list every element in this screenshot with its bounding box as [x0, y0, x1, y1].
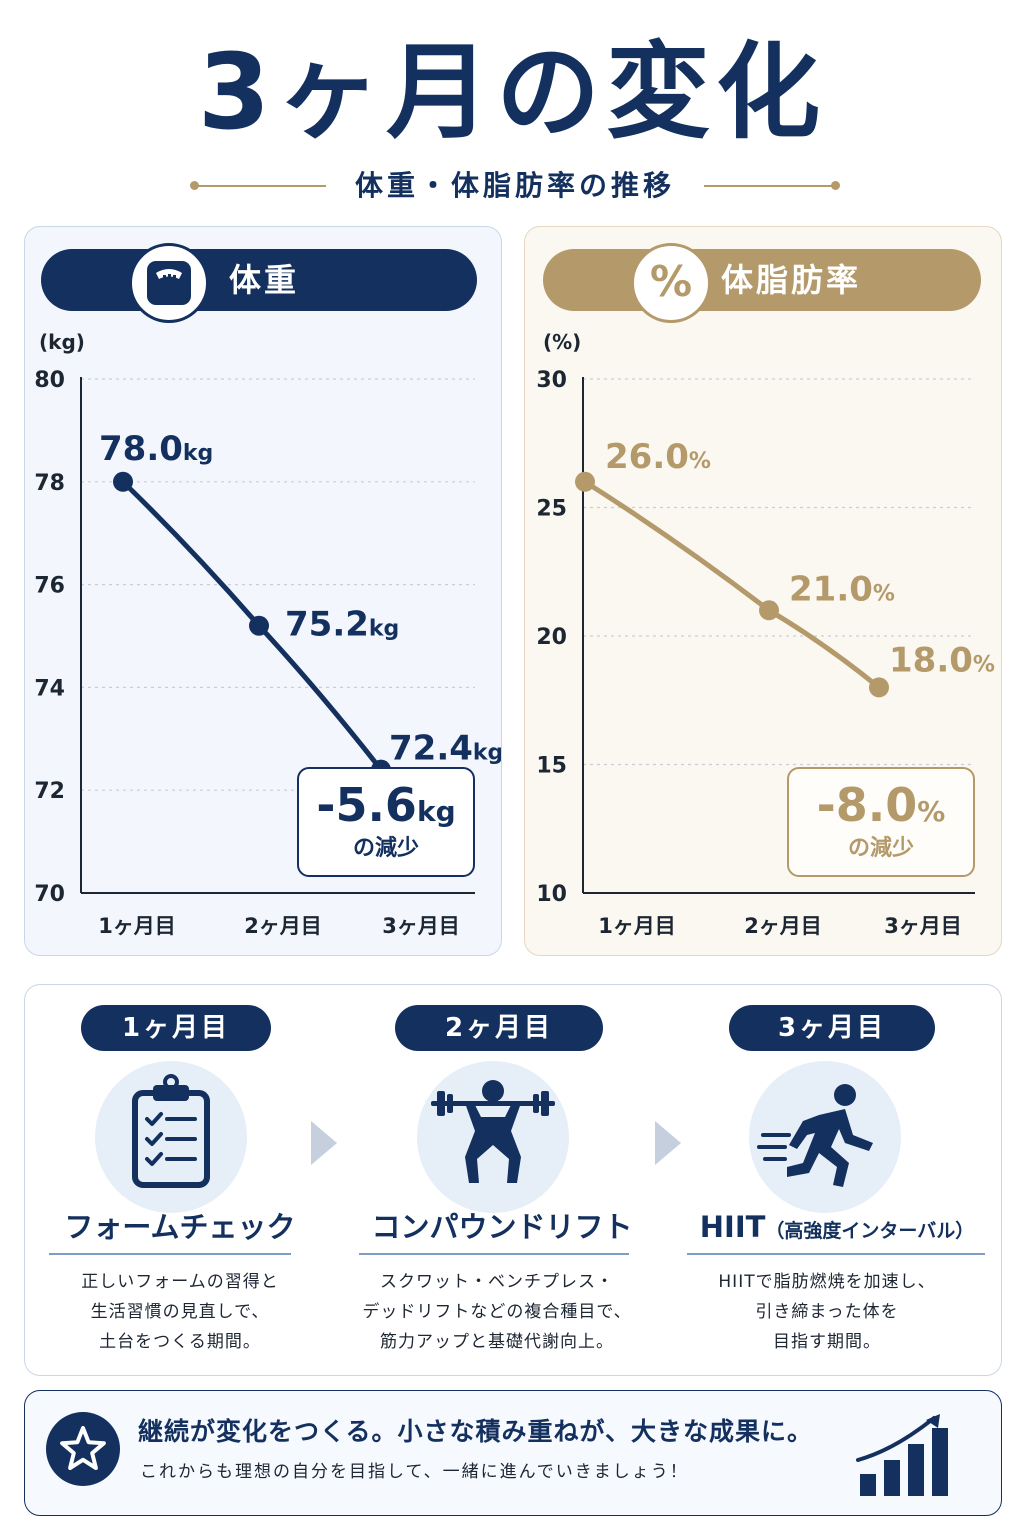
step-2-title: コンパウンドリフト — [337, 1207, 667, 1251]
subtitle-right-dot — [831, 181, 840, 190]
step-3-desc-line-2: 引き締まった体を — [755, 1302, 899, 1322]
subtitle-row: 体重・体脂肪率の推移 — [190, 170, 840, 202]
step-2-month-pill: 2ヶ月目 — [395, 1005, 603, 1051]
w-y-unit-label: (kg) — [39, 330, 85, 354]
weight-header-pill: 体重 — [41, 243, 477, 323]
step-3-title: HIIT（高強度インターバル） — [677, 1207, 997, 1251]
step-1-description: 正しいフォームの習得と 生活習慣の見直しで、 土台をつくる期間。 — [35, 1267, 325, 1357]
step-1-title: フォームチェック — [35, 1207, 325, 1251]
w-x-tick-label: 3ヶ月目 — [382, 914, 460, 938]
running-person-icon — [749, 1061, 901, 1213]
body-fat-summary-value-row: -8.0% — [789, 779, 973, 842]
w-data-point — [249, 615, 269, 636]
subtitle: 体重・体脂肪率の推移 — [354, 169, 675, 202]
f-data-point — [575, 471, 595, 492]
f-y-unit-label: (%) — [543, 330, 581, 354]
w-y-tick-label: 78 — [34, 471, 65, 496]
f-y-tick-label: 15 — [536, 754, 567, 779]
step-1-month-pill: 1ヶ月目 — [81, 1005, 271, 1051]
w-data-label: 75.2kg — [285, 605, 399, 645]
f-y-tick-label: 30 — [536, 368, 567, 393]
chevron-right-icon — [311, 1121, 337, 1165]
step-2-desc-line-1: スクワット・ベンチプレス・ — [380, 1272, 614, 1292]
footer-sub-message: これからも理想の自分を目指して、一緒に進んでいきましょう！ — [140, 1462, 689, 1482]
weight-chart-title: 体重 — [229, 261, 300, 299]
body-fat-chart-panel: % 体脂肪率 (%) 10 15 20 25 30 1ヶ月目 2ヶ月目 3ヶ月目 26.0% 21… — [524, 226, 1002, 956]
w-data-point — [113, 471, 133, 492]
clipboard-checklist-icon — [95, 1061, 247, 1213]
footer-panel — [24, 1390, 1002, 1516]
f-y-tick-label: 25 — [536, 497, 567, 522]
f-data-label: 18.0% — [889, 640, 995, 680]
step-3-month-pill: 3ヶ月目 — [729, 1005, 935, 1051]
w-y-tick-label: 74 — [34, 676, 65, 701]
scale-icon — [129, 243, 209, 323]
f-x-tick-label: 1ヶ月目 — [598, 914, 676, 938]
body-fat-summary-unit: % — [917, 795, 946, 828]
f-data-label: 26.0% — [605, 437, 711, 477]
weight-summary-value: -5.6 — [316, 778, 417, 832]
w-y-tick-label: 80 — [34, 368, 65, 393]
step-1-desc-line-3: 土台をつくる期間。 — [99, 1332, 261, 1352]
subtitle-left-dot — [190, 181, 199, 190]
step-1-desc-line-2: 生活習慣の見直しで、 — [90, 1302, 270, 1322]
step-1-title-text: フォームチェック — [64, 1210, 296, 1244]
steps-panel: 1ヶ月目 フォームチェック 正しいフォームの習得と 生活習慣の見直しで、 土台を… — [24, 984, 1002, 1376]
step-2-description: スクワット・ベンチプレス・ デッドリフトなどの複合種目で、 筋力アップと基礎代謝… — [347, 1267, 647, 1357]
w-y-tick-label: 72 — [34, 779, 65, 804]
weight-chart-panel: 体重 (kg) 70 72 74 76 78 80 1ヶ月目 2ヶ月目 3ヶ月目 78.0kg 75… — [24, 226, 502, 956]
w-data-label: 72.4kg — [389, 729, 501, 769]
f-x-tick-label: 2ヶ月目 — [744, 914, 822, 938]
step-1-desc-line-1: 正しいフォームの習得と — [81, 1272, 279, 1292]
body-fat-chart: (%) 10 15 20 25 30 1ヶ月目 2ヶ月目 3ヶ月目 26.0% 21.0% 18.0… — [536, 330, 995, 938]
barbell-squat-icon — [417, 1061, 569, 1213]
step-2-desc-line-3: 筋力アップと基礎代謝向上。 — [380, 1332, 614, 1352]
f-x-tick-label: 3ヶ月目 — [884, 914, 962, 938]
step-3-description: HIITで脂肪燃焼を加速し、 引き締まった体を 目指す期間。 — [677, 1267, 977, 1357]
page-title: 3ヶ月の変化 — [197, 31, 827, 153]
step-2-desc-line-2: デッドリフトなどの複合種目で、 — [362, 1302, 632, 1322]
body-fat-summary-value: -8.0 — [816, 778, 918, 832]
w-x-tick-label: 1ヶ月目 — [98, 914, 176, 938]
body-fat-summary-box: -8.0% の減少 — [787, 767, 975, 877]
body-fat-header-pill: % 体脂肪率 — [543, 243, 981, 323]
star-icon — [46, 1412, 120, 1486]
f-data-point — [869, 677, 889, 698]
weight-summary-label: の減少 — [352, 836, 419, 861]
weight-summary-value-row: -5.6kg — [299, 779, 473, 842]
body-fat-chart-title: 体脂肪率 — [721, 261, 862, 299]
step-3-title-text: HIIT — [699, 1210, 766, 1244]
f-y-tick-label: 10 — [536, 882, 567, 907]
subtitle-right-line — [704, 185, 834, 187]
step-3-desc-line-1: HIITで脂肪燃焼を加速し、 — [718, 1272, 936, 1292]
subtitle-left-line — [196, 185, 326, 187]
step-3-title-note: （高強度インターバル） — [765, 1220, 975, 1242]
chevron-right-icon — [655, 1121, 681, 1165]
footer-main-message: 継続が変化をつくる。小さな積み重ねが、大きな成果に。 — [138, 1417, 814, 1446]
weight-summary-unit: kg — [416, 795, 456, 828]
f-data-label: 21.0% — [789, 569, 895, 609]
step-1-underline — [49, 1253, 291, 1255]
w-y-tick-label: 70 — [34, 882, 65, 907]
w-y-tick-label: 76 — [34, 574, 65, 599]
w-x-tick-label: 2ヶ月目 — [244, 914, 322, 938]
growth-bar-chart-icon — [854, 1412, 966, 1498]
step-2-underline — [359, 1253, 629, 1255]
step-3-desc-line-3: 目指す期間。 — [773, 1332, 881, 1352]
f-y-tick-label: 20 — [536, 625, 567, 650]
step-2-title-text: コンパウンドリフト — [371, 1210, 633, 1244]
w-data-label: 78.0kg — [99, 429, 213, 469]
body-fat-summary-label: の減少 — [847, 836, 914, 861]
svg-text:%: % — [650, 257, 692, 306]
step-3-underline — [687, 1253, 985, 1255]
weight-chart: (kg) 70 72 74 76 78 80 1ヶ月目 2ヶ月目 3ヶ月目 78.0kg 75.2k… — [34, 330, 501, 938]
f-data-point — [759, 600, 779, 621]
weight-summary-box: -5.6kg の減少 — [297, 767, 475, 877]
percent-icon: % — [631, 243, 711, 323]
